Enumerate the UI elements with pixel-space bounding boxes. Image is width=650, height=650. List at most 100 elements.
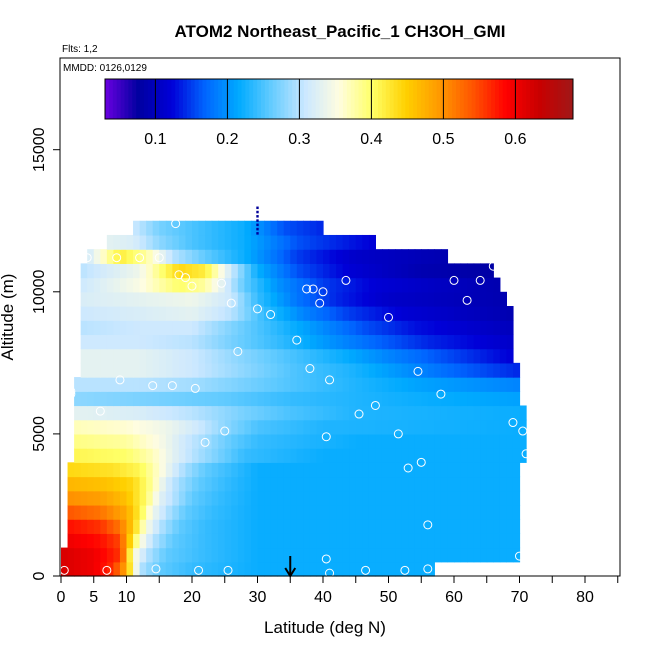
heatmap-cell [342,490,350,506]
heatmap-cell [316,220,324,236]
x-tick-label: 50 [380,589,398,606]
colorbar-swatch [452,79,457,119]
heatmap-cell [87,263,95,279]
heatmap-cell [434,277,442,293]
heatmap-cell [205,519,213,534]
heatmap-cell [100,277,108,293]
heatmap-cell [454,263,462,279]
heatmap-cell [139,291,147,307]
heatmap-cell [244,448,252,463]
heatmap-cell [126,490,134,506]
heatmap-cell [434,263,442,279]
heatmap-cell [244,377,252,392]
heatmap-cell [192,504,200,520]
heatmap-cell [80,519,88,534]
heatmap-cell [146,334,154,350]
colorbar-swatch [350,79,356,119]
heatmap-cell [434,348,442,364]
heatmap-cell [224,306,232,321]
heatmap-cell [192,519,200,534]
heatmap-cell [499,306,507,321]
heatmap-cell [205,277,213,293]
heatmap-cell [290,476,298,492]
heatmap-cell [211,533,219,549]
heatmap-cell [126,334,134,350]
heatmap-cell [106,249,114,264]
heatmap-cell [303,377,311,392]
heatmap-cell [100,377,108,392]
heatmap-cell [133,490,141,506]
heatmap-cell [283,377,291,392]
heatmap-cell [198,291,206,307]
heatmap-cell [113,448,121,463]
heatmap-cell [74,547,82,563]
heatmap-cell [499,490,507,506]
heatmap-cell [401,405,409,421]
heatmap-cell [467,391,475,407]
heatmap-cell [185,362,193,378]
heatmap-cell [499,504,507,520]
heatmap-cell [257,377,265,392]
colorbar-swatch [342,79,348,119]
heatmap-cell [296,263,304,279]
heatmap-cell [473,462,481,478]
heatmap-cell [427,547,435,563]
heatmap-cell [309,561,318,577]
heatmap-cell [493,291,501,307]
heatmap-cell [316,448,324,463]
heatmap-cell [244,334,252,350]
heatmap-cell [342,419,350,435]
heatmap-cell [224,277,232,293]
heatmap-cell [205,334,213,350]
heatmap-cell [440,448,449,463]
heatmap-cell [80,291,88,307]
colorbar-swatch [303,79,309,119]
heatmap-cell [87,433,95,449]
heatmap-cell [178,533,187,549]
heatmap-cell [165,334,173,350]
heatmap-cell [165,348,173,364]
heatmap-cell [381,462,390,478]
colorbar-swatch [190,79,196,119]
heatmap-cell [499,291,507,307]
heatmap-cell [133,504,141,520]
heatmap-cell [93,547,101,563]
x-tick-label: 40 [314,589,332,606]
heatmap-cell [231,291,239,307]
colorbar-swatch [565,79,570,119]
heatmap-cell [178,462,187,478]
colorbar-swatch [167,79,172,119]
heatmap-cell [506,519,514,534]
colorbar-swatch [159,79,164,119]
heatmap-cell [152,306,160,321]
heatmap-cell [277,533,285,549]
heatmap-cell [198,249,206,264]
heatmap-cell [257,448,265,463]
heatmap-cell [192,391,200,407]
heatmap-cell [296,504,304,520]
heatmap-cell [506,419,514,435]
heatmap-cell [375,348,383,364]
heatmap-cell [414,391,422,407]
heatmap-cell [460,533,468,549]
heatmap-cell [434,533,442,549]
heatmap-cell [368,320,376,336]
heatmap-cell [316,504,324,520]
colorbar-swatch [120,79,125,119]
colorbar-swatch [171,79,176,119]
heatmap-cell [316,263,324,279]
heatmap-cell [454,348,462,364]
heatmap-cell [460,504,468,520]
heatmap-cell [146,462,154,478]
heatmap-cell [336,448,344,463]
heatmap-cell [460,519,468,534]
heatmap-cell [277,504,285,520]
heatmap-cell [224,320,232,336]
heatmap-cell [237,348,245,364]
heatmap-cell [434,249,442,264]
heatmap-cell [146,234,154,250]
heatmap-cell [218,490,226,506]
heatmap-cell [257,405,265,421]
heatmap-cell [408,476,416,492]
heatmap-cell [362,249,370,264]
